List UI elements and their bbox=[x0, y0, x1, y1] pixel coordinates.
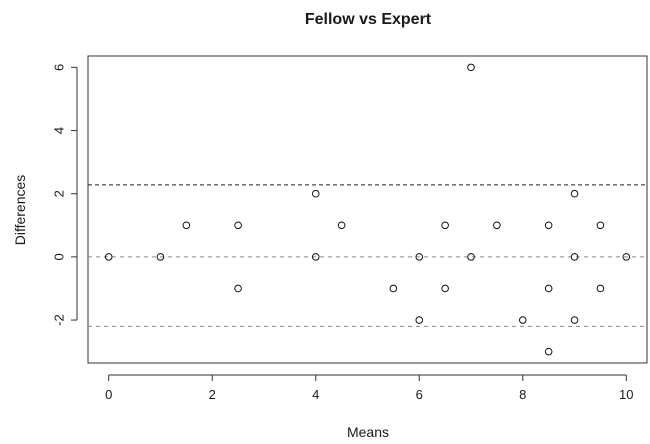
x-tick-label: 6 bbox=[416, 387, 423, 402]
y-axis: -2 0 2 4 6 bbox=[51, 64, 78, 326]
data-point bbox=[570, 316, 579, 324]
x-tick-label: 2 bbox=[209, 387, 216, 402]
x-axis: 0 2 4 6 8 10 bbox=[105, 374, 634, 402]
data-point bbox=[570, 253, 579, 261]
data-point bbox=[441, 221, 449, 230]
y-tick-label: 0 bbox=[51, 253, 66, 260]
data-point bbox=[570, 189, 579, 198]
data-point bbox=[596, 221, 605, 230]
y-axis-label: Differences bbox=[12, 175, 28, 246]
data-point bbox=[441, 284, 449, 293]
data-point bbox=[311, 189, 320, 198]
chart-title: Fellow vs Expert bbox=[305, 11, 432, 28]
data-point bbox=[234, 221, 242, 230]
plot-frame bbox=[87, 55, 648, 364]
data-point bbox=[156, 253, 165, 261]
data-point bbox=[622, 253, 631, 261]
data-point bbox=[311, 253, 320, 261]
data-point bbox=[389, 284, 398, 293]
data-point bbox=[544, 284, 553, 293]
data-point bbox=[518, 316, 527, 324]
y-tick-label: 2 bbox=[51, 190, 66, 197]
data-points bbox=[104, 63, 631, 356]
x-tick-label: 0 bbox=[105, 387, 112, 402]
x-tick-label: 10 bbox=[619, 387, 633, 402]
data-point bbox=[596, 284, 605, 293]
x-axis-label: Means bbox=[347, 424, 389, 440]
reference-lines bbox=[88, 184, 647, 327]
data-point bbox=[182, 221, 191, 230]
data-point bbox=[544, 221, 553, 230]
data-point bbox=[415, 316, 424, 324]
data-point bbox=[493, 221, 501, 230]
y-tick-label: 6 bbox=[51, 64, 66, 71]
y-tick-label: -2 bbox=[51, 314, 66, 326]
data-point bbox=[337, 221, 346, 230]
data-point bbox=[467, 253, 475, 261]
data-point bbox=[467, 63, 475, 72]
x-tick-label: 4 bbox=[312, 387, 319, 402]
data-point bbox=[415, 253, 424, 261]
data-point bbox=[234, 284, 242, 293]
x-tick-label: 8 bbox=[519, 387, 526, 402]
data-point bbox=[544, 347, 553, 356]
y-tick-label: 4 bbox=[51, 127, 66, 134]
data-point bbox=[104, 253, 113, 261]
